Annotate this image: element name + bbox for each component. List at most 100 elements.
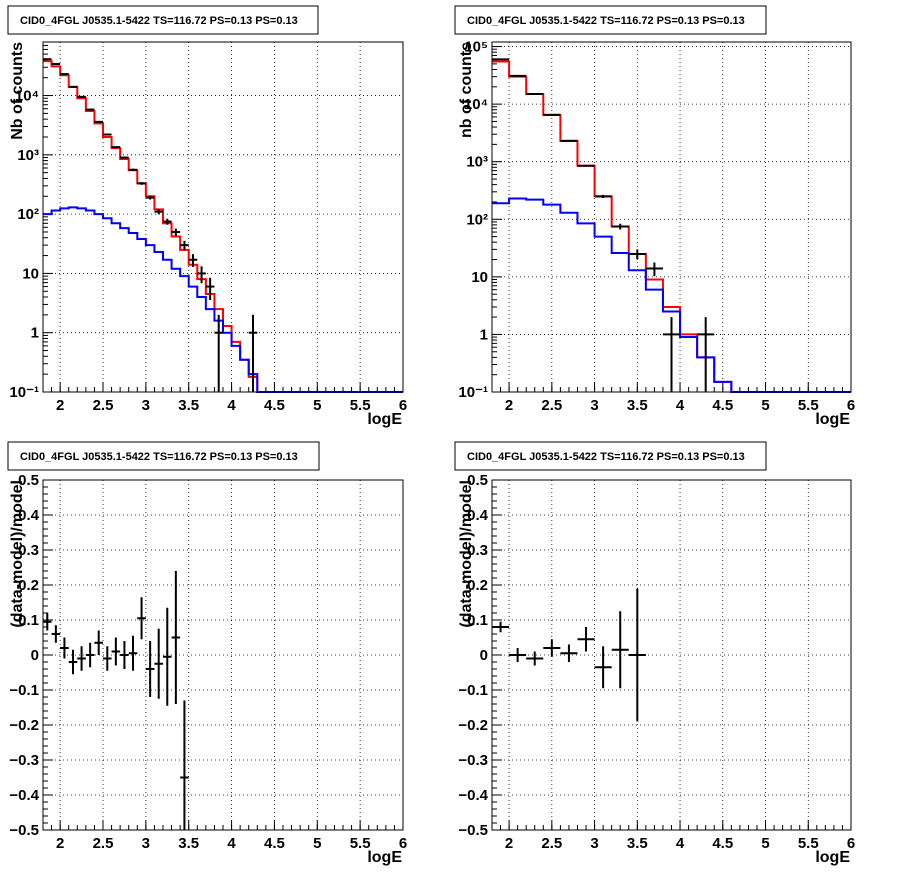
data-point xyxy=(171,228,181,236)
x-tick-label: 4.5 xyxy=(264,835,285,852)
y-tick-label: −0.5 xyxy=(458,822,488,839)
data-point xyxy=(154,628,163,699)
title-box xyxy=(454,5,767,35)
chart-title: CID0_4FGL J0535.1-5422 TS=116.72 PS=0.13… xyxy=(20,451,298,463)
x-axis-label: logE xyxy=(815,849,850,866)
chart-title: CID0_4FGL J0535.1-5422 TS=116.72 PS=0.13… xyxy=(20,15,298,27)
x-tick-label: 3 xyxy=(590,397,598,414)
data-point xyxy=(248,314,258,392)
y-tick-label: −0.1 xyxy=(9,682,39,699)
y-tick-label: 0 xyxy=(31,647,39,664)
data-point xyxy=(543,639,561,657)
plot-frame xyxy=(491,41,852,393)
panel-4: CID0_4FGL J0535.1-5422 TS=116.72 PS=0.13… xyxy=(454,441,855,866)
x-axis-label: logE xyxy=(367,411,402,428)
y-tick-label: 0.4 xyxy=(467,507,489,524)
x-tick-label: 5 xyxy=(761,835,769,852)
x-tick-label: 4 xyxy=(676,835,685,852)
data-point xyxy=(60,637,69,659)
y-tick-label: 0.1 xyxy=(18,612,39,629)
data-point xyxy=(171,571,181,704)
plot-frame xyxy=(42,479,404,831)
x-tick-label: 5 xyxy=(313,397,321,414)
data-point xyxy=(77,95,86,98)
x-tick-label: 5.5 xyxy=(798,397,819,414)
plot-area xyxy=(492,480,851,830)
y-tick-label: 0.5 xyxy=(18,472,39,489)
y-axis-label: Nb of counts xyxy=(9,42,26,140)
data-point xyxy=(145,641,155,697)
x-tick-label: 6 xyxy=(847,397,855,414)
y-tick-label: 0.2 xyxy=(467,577,488,594)
x-tick-label: 3 xyxy=(142,397,150,414)
data-point xyxy=(51,625,61,643)
x-tick-label: 3.5 xyxy=(627,397,648,414)
data-point xyxy=(180,240,189,251)
y-tick-label: −0.5 xyxy=(9,822,39,839)
x-tick-label: 5.5 xyxy=(350,835,371,852)
data-point xyxy=(611,611,629,689)
panel-1: CID0_4FGL J0535.1-5422 TS=116.72 PS=0.13… xyxy=(7,5,407,428)
x-tick-label: 4 xyxy=(227,397,236,414)
y-tick-label: −0.3 xyxy=(458,752,488,769)
x-tick-label: 2 xyxy=(505,835,513,852)
x-tick-label: 3 xyxy=(142,835,150,852)
y-tick-label: 0.4 xyxy=(18,507,40,524)
y-axis-label: (data-model)/model xyxy=(9,480,26,628)
title-box xyxy=(7,5,319,35)
data-point xyxy=(509,648,527,662)
data-point xyxy=(577,164,595,167)
y-tick-label: −0.2 xyxy=(458,717,488,734)
data-point xyxy=(128,168,138,171)
x-tick-label: 5 xyxy=(761,397,769,414)
data-point xyxy=(611,223,629,230)
data-point xyxy=(43,613,52,631)
data-point xyxy=(137,182,146,185)
x-tick-label: 3.5 xyxy=(178,397,199,414)
plot-frame xyxy=(491,479,852,831)
data-point xyxy=(154,209,163,215)
data-point xyxy=(628,249,646,260)
title-box xyxy=(7,441,320,471)
data-point xyxy=(163,607,172,706)
y-tick-label: −0.1 xyxy=(458,682,488,699)
chart-title: CID0_4FGL J0535.1-5422 TS=116.72 PS=0.13… xyxy=(467,15,745,27)
data-point xyxy=(560,139,578,142)
x-tick-label: 6 xyxy=(399,835,407,852)
x-tick-label: 4 xyxy=(676,397,685,414)
y-tick-label: 10⁴ xyxy=(464,96,488,113)
y-tick-label: 0.2 xyxy=(18,577,39,594)
data-point xyxy=(205,277,215,301)
data-point xyxy=(85,108,95,111)
y-tick-label: 10³ xyxy=(466,154,488,171)
x-tick-label: 2 xyxy=(56,835,64,852)
data-point xyxy=(560,644,578,662)
data-point xyxy=(697,317,715,392)
data-point xyxy=(526,651,544,666)
x-tick-label: 5 xyxy=(313,835,321,852)
x-tick-label: 4.5 xyxy=(712,397,733,414)
x-tick-label: 4 xyxy=(227,835,236,852)
x-tick-label: 2 xyxy=(505,397,513,414)
data-point xyxy=(214,314,223,392)
data-point xyxy=(594,646,612,689)
data-point xyxy=(120,156,129,159)
x-tick-label: 2.5 xyxy=(541,397,562,414)
data-point xyxy=(111,146,121,149)
x-tick-label: 4.5 xyxy=(712,835,733,852)
data-point xyxy=(492,621,510,633)
panel-2: CID0_4FGL J0535.1-5422 TS=116.72 PS=0.13… xyxy=(454,5,855,428)
data-point xyxy=(137,597,146,640)
y-tick-label: 10³ xyxy=(17,147,39,164)
title-box xyxy=(454,441,767,471)
data-point xyxy=(111,637,121,666)
data-point xyxy=(94,630,103,655)
data-point xyxy=(77,646,86,671)
data-point xyxy=(645,262,663,277)
y-tick-label: 10⁴ xyxy=(15,88,39,105)
x-tick-label: 5.5 xyxy=(798,835,819,852)
data-point xyxy=(628,588,646,722)
x-tick-label: 3.5 xyxy=(627,835,648,852)
data-point xyxy=(594,194,612,199)
data-point xyxy=(120,641,129,669)
